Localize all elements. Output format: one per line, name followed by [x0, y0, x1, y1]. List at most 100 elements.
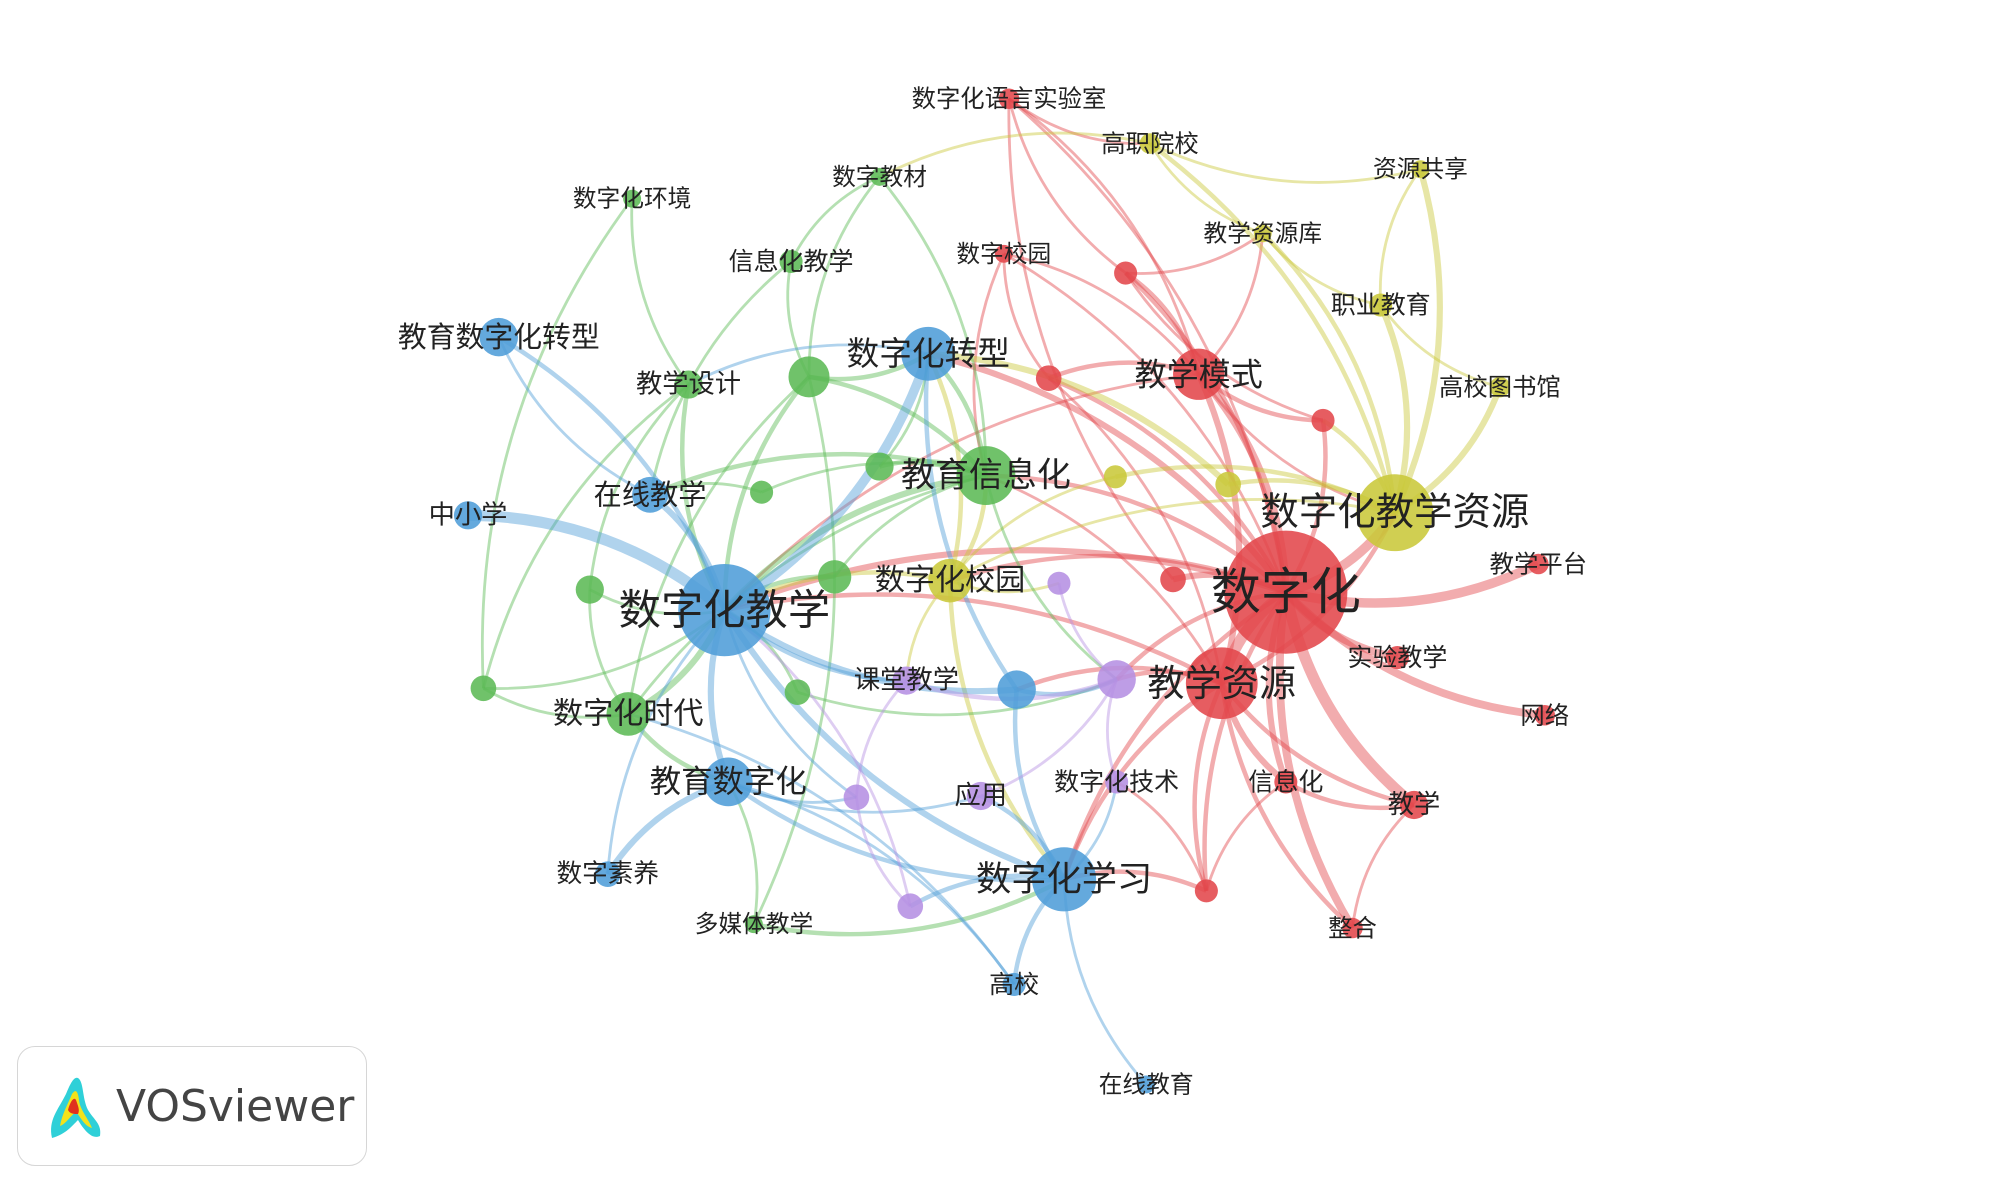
node-g11[interactable] — [470, 675, 497, 702]
node-label: 数字化教学 — [619, 586, 831, 635]
node-g9[interactable] — [817, 560, 852, 594]
node-label: 教学资源 — [1147, 661, 1296, 705]
node-n12[interactable] — [1534, 705, 1556, 726]
node-n15[interactable] — [1194, 879, 1218, 903]
node-y2[interactable] — [1139, 133, 1161, 154]
node-label: 数字素养 — [557, 859, 659, 889]
link-b1-b9 — [721, 608, 1066, 883]
node-b1[interactable] — [678, 564, 771, 657]
link-g14-b9 — [753, 877, 1066, 937]
node-label: 数字化语言实验室 — [912, 84, 1107, 113]
node-label: 在线教学 — [594, 478, 707, 511]
node-p1[interactable] — [1047, 571, 1071, 595]
node-g3[interactable] — [623, 189, 642, 208]
node-y7[interactable] — [1103, 465, 1127, 489]
node-y6[interactable] — [1489, 376, 1511, 398]
node-n5[interactable] — [994, 244, 1013, 263]
node-n1[interactable] — [1224, 530, 1348, 654]
node-n6[interactable] — [1114, 261, 1138, 285]
node-label: 信息化教学 — [729, 247, 854, 276]
vosviewer-logo: VOSviewer — [17, 1046, 367, 1166]
node-g4[interactable] — [779, 249, 803, 274]
vosviewer-logo-icon — [51, 1077, 101, 1138]
node-p4[interactable] — [843, 784, 870, 811]
node-label: 教学平台 — [1490, 550, 1587, 579]
link-n3-n4 — [1008, 97, 1201, 375]
node-g1[interactable] — [956, 446, 1016, 506]
link-n1-n4 — [1008, 97, 1288, 593]
node-y4[interactable] — [1253, 224, 1272, 243]
node-n2[interactable] — [1185, 647, 1258, 720]
link-g3-g11 — [480, 197, 634, 689]
node-label: 数字化时代 — [553, 696, 704, 731]
node-b4[interactable] — [632, 476, 669, 513]
node-b8[interactable] — [594, 861, 621, 888]
link-n2-g1 — [985, 474, 1223, 684]
node-label: 数字化教学资源 — [1260, 490, 1529, 535]
node-g10[interactable] — [575, 575, 604, 604]
link-y8-b2 — [928, 350, 1231, 487]
node-y1[interactable] — [1356, 474, 1434, 552]
node-n14[interactable] — [1399, 790, 1429, 820]
node-n9[interactable] — [1160, 566, 1186, 593]
node-n4[interactable] — [998, 88, 1020, 109]
node-n7[interactable] — [1035, 365, 1062, 391]
node-label: 数字化转型 — [847, 335, 1010, 373]
node-p2[interactable] — [892, 666, 921, 695]
node-label: 实验教学 — [1347, 643, 1447, 672]
link-n2-b1 — [723, 592, 1223, 686]
link-n13-n15 — [1205, 780, 1287, 892]
node-label: 教学模式 — [1135, 355, 1263, 393]
node-label: 职业教育 — [1331, 291, 1431, 320]
node-label: 教学资源库 — [1204, 219, 1323, 247]
link-g4-b4 — [648, 260, 792, 496]
node-g13[interactable] — [784, 679, 811, 706]
link-y1-y2 — [1148, 141, 1397, 514]
node-g6[interactable] — [788, 356, 830, 398]
node-label: 资源共享 — [1373, 155, 1468, 183]
node-y9[interactable] — [928, 558, 972, 603]
link-n2-n3 — [1195, 373, 1243, 685]
link-b3-b4 — [497, 336, 651, 497]
node-b7[interactable] — [703, 757, 753, 807]
node-n11[interactable] — [1385, 646, 1409, 670]
node-y8[interactable] — [1215, 471, 1241, 498]
link-p7-b1 — [723, 609, 912, 907]
node-b3[interactable] — [479, 317, 519, 357]
link-b7-b9 — [726, 780, 1065, 883]
node-n10[interactable] — [1528, 553, 1549, 575]
node-n3[interactable] — [1173, 348, 1225, 400]
node-g12[interactable] — [606, 692, 651, 736]
nodes-layer — [453, 88, 1556, 1094]
node-g7[interactable] — [865, 452, 894, 481]
node-b10[interactable] — [1002, 972, 1026, 996]
link-n1-n5 — [1003, 252, 1288, 593]
node-b6[interactable] — [997, 670, 1036, 709]
link-g1-p3 — [984, 475, 1118, 681]
link-g3-g5 — [630, 198, 690, 386]
link-n15-p6 — [1115, 780, 1208, 892]
node-p3[interactable] — [1097, 660, 1136, 699]
node-g14[interactable] — [744, 915, 763, 934]
link-y9-b9 — [947, 580, 1066, 881]
link-y2-y3 — [1149, 142, 1421, 184]
node-g8[interactable] — [750, 480, 774, 504]
node-b11[interactable] — [1137, 1075, 1156, 1094]
node-y5[interactable] — [1369, 293, 1393, 317]
node-p6[interactable] — [1105, 770, 1129, 794]
node-n13[interactable] — [1274, 770, 1298, 794]
node-y3[interactable] — [1411, 160, 1430, 179]
node-g2[interactable] — [870, 167, 889, 186]
link-b2-b6 — [923, 353, 1019, 691]
node-b5[interactable] — [453, 501, 483, 530]
node-b9[interactable] — [1032, 847, 1097, 912]
node-b2[interactable] — [901, 326, 956, 381]
node-n16[interactable] — [1342, 917, 1363, 939]
node-n8[interactable] — [1311, 408, 1335, 432]
link-g2-g6 — [807, 176, 881, 377]
node-label: 数字化校园 — [875, 563, 1026, 598]
node-p7[interactable] — [897, 893, 924, 920]
node-g5[interactable] — [674, 370, 703, 399]
link-b10-b7 — [727, 780, 1016, 986]
node-p5[interactable] — [966, 781, 995, 811]
